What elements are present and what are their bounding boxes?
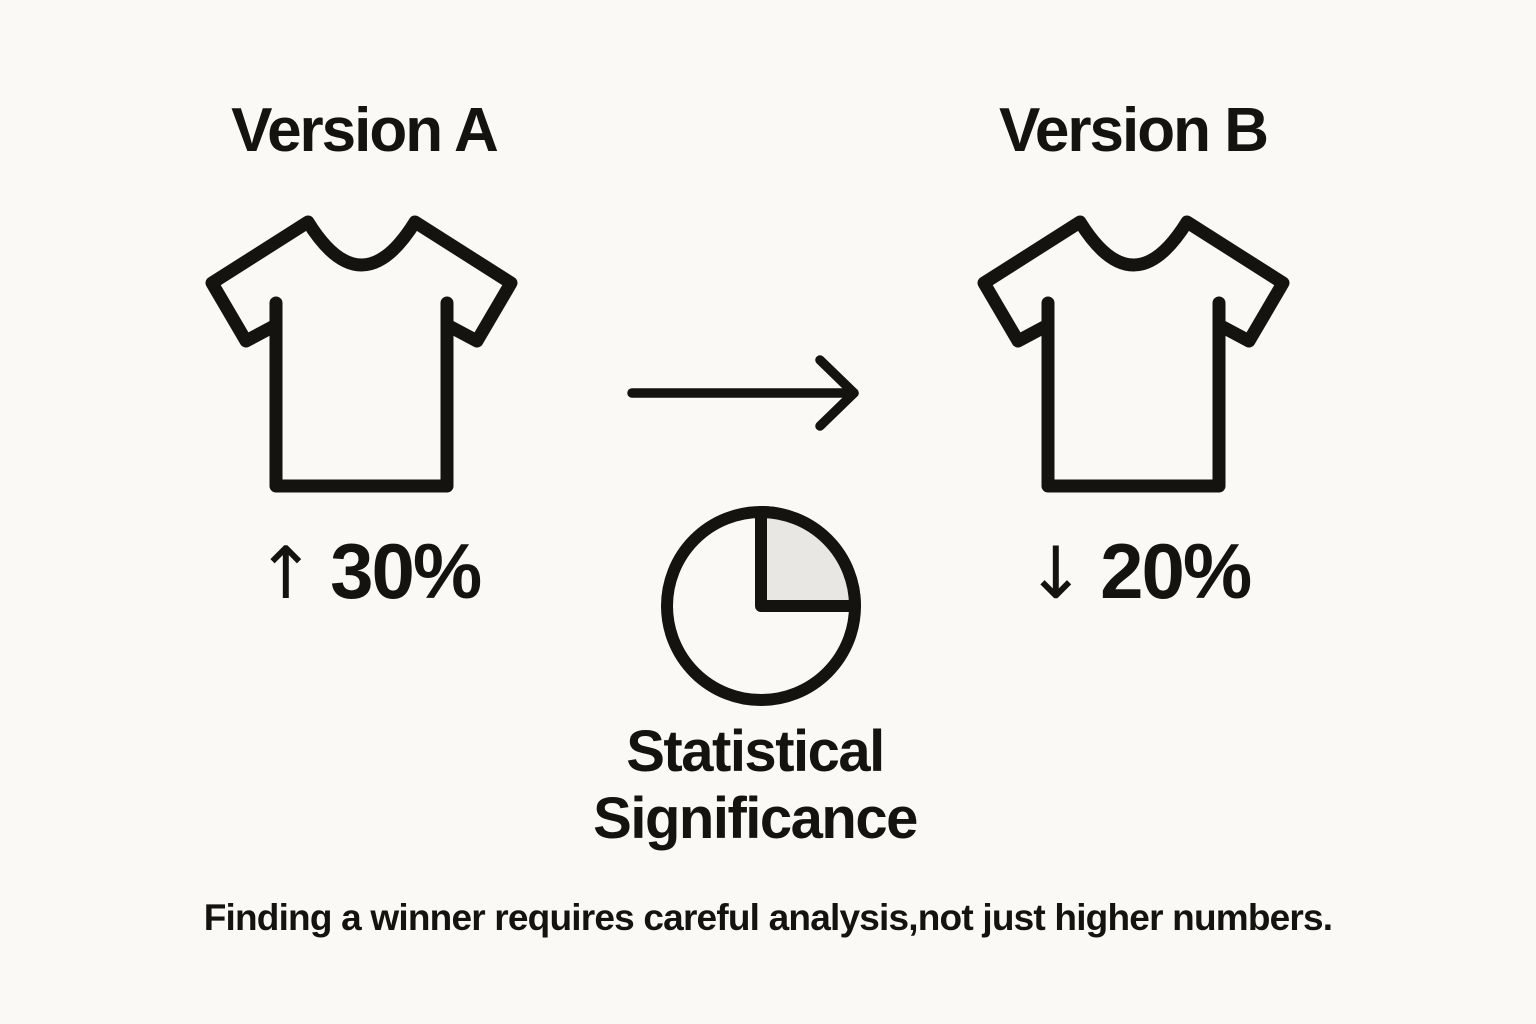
sig-label-line1: Statistical xyxy=(626,719,885,784)
tshirt-icon-version-a xyxy=(205,215,518,493)
sig-label-line2: Significance xyxy=(593,786,918,851)
pie-quarter-slice xyxy=(755,506,861,612)
right-arrow-icon xyxy=(627,355,859,431)
pie-chart-icon xyxy=(661,506,861,706)
version-b-stat: ↓ 20% xyxy=(888,532,1388,610)
caption-text: Finding a winner requires careful analys… xyxy=(203,897,1333,938)
up-arrow-glyph: ↑ xyxy=(255,531,317,615)
statistical-significance-label: Statistical Significance xyxy=(505,718,1005,852)
version-a-title: Version A xyxy=(231,96,499,165)
version-a-stat: ↑ 30% xyxy=(118,532,618,610)
version-b-value: 20% xyxy=(1100,527,1252,615)
down-arrow-glyph: ↓ xyxy=(1025,531,1087,615)
tshirt-icon-version-b xyxy=(977,215,1290,493)
version-a-value: 30% xyxy=(330,527,482,615)
version-b-title: Version B xyxy=(999,96,1269,165)
